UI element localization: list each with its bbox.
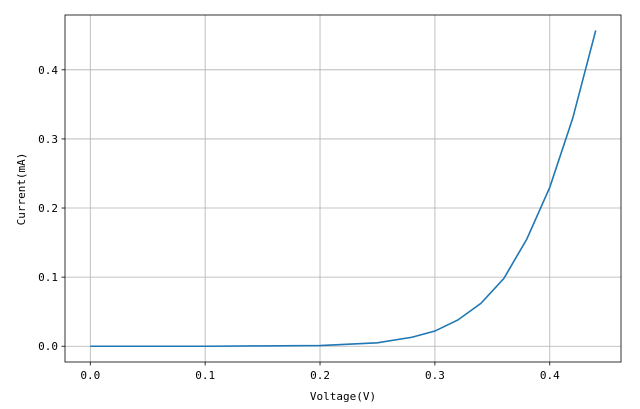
y-tick-label: 0.2 (38, 202, 58, 215)
x-tick-label: 0.2 (310, 369, 330, 382)
y-tick-label: 0.3 (38, 133, 58, 146)
y-tick-label: 0.4 (38, 64, 58, 77)
x-tick-label: 0.0 (80, 369, 100, 382)
x-tick-label: 0.1 (195, 369, 215, 382)
data-line (90, 30, 597, 348)
y-tick-label: 0.1 (38, 271, 58, 284)
x-axis-label: Voltage(V) (310, 390, 376, 403)
plot-frame (64, 14, 622, 363)
x-tick-label: 0.3 (425, 369, 445, 382)
y-tick-label: 0.0 (38, 340, 58, 353)
x-tick-label: 0.4 (540, 369, 560, 382)
y-axis-label: Current(mA) (15, 153, 28, 226)
